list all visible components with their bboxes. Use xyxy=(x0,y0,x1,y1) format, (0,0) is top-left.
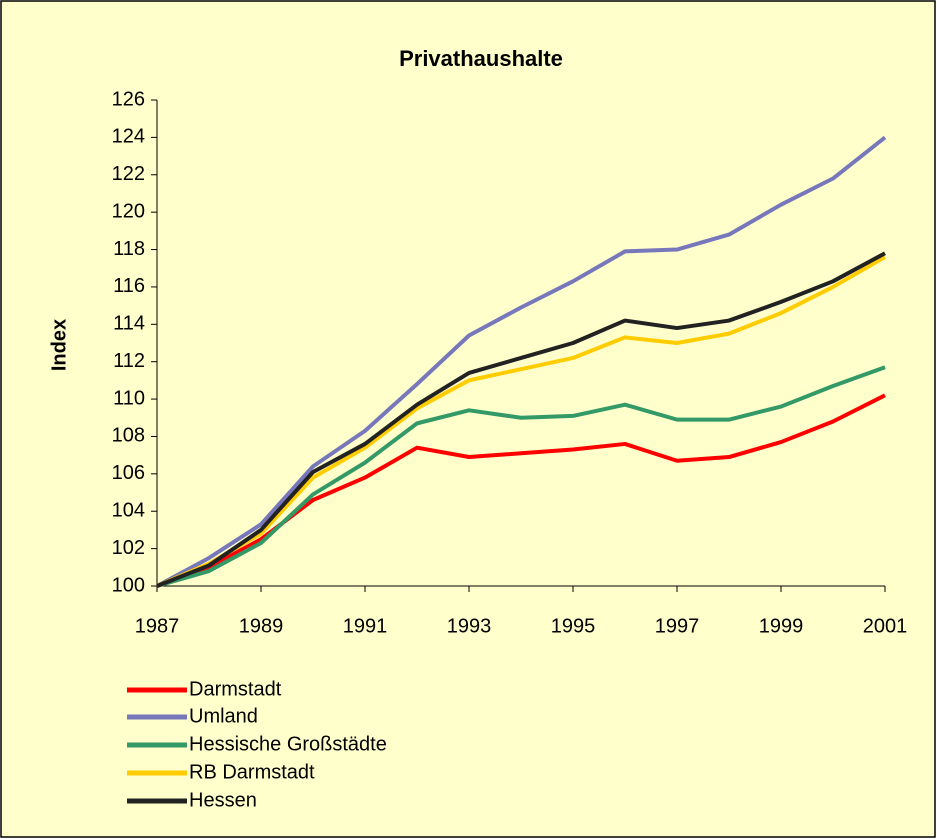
y-tick-label: 124 xyxy=(112,126,145,148)
y-tick-label: 110 xyxy=(113,387,145,409)
x-tick-label: 1987 xyxy=(135,615,180,637)
y-tick-label: 114 xyxy=(113,313,145,335)
x-tick-label: 1995 xyxy=(551,615,596,637)
line xyxy=(156,135,887,588)
line xyxy=(156,251,886,588)
line xyxy=(156,255,886,588)
y-tick-label: 104 xyxy=(112,500,145,522)
y-tick-label: 122 xyxy=(112,163,145,185)
y-tick-label: 106 xyxy=(112,462,145,484)
legend-label: Umland xyxy=(189,705,258,727)
y-tick-label: 118 xyxy=(113,238,145,260)
y-tick-label: 102 xyxy=(112,537,145,559)
y-axis-label: Index xyxy=(48,319,70,371)
x-tick-label: 1999 xyxy=(759,615,804,637)
y-tick-label: 100 xyxy=(112,574,145,596)
line xyxy=(156,365,886,588)
legend-label: RB Darmstadt xyxy=(189,761,315,783)
y-tick-label: 120 xyxy=(112,200,145,222)
legend-label: Darmstadt xyxy=(189,678,282,700)
chart-title: Privathaushalte xyxy=(399,46,563,71)
y-tick-label: 126 xyxy=(112,88,145,110)
y-tick-label: 116 xyxy=(113,275,145,297)
x-tick-label: 1989 xyxy=(239,615,284,637)
x-tick-label: 1997 xyxy=(655,615,700,637)
x-tick-label: 1991 xyxy=(343,615,388,637)
legend-label: Hessische Großstädte xyxy=(189,733,387,755)
x-tick-label: 2001 xyxy=(863,615,908,637)
legend-label: Hessen xyxy=(189,789,257,811)
y-tick-label: 112 xyxy=(113,350,145,372)
x-tick-label: 1993 xyxy=(447,615,492,637)
y-tick-label: 108 xyxy=(112,425,145,447)
